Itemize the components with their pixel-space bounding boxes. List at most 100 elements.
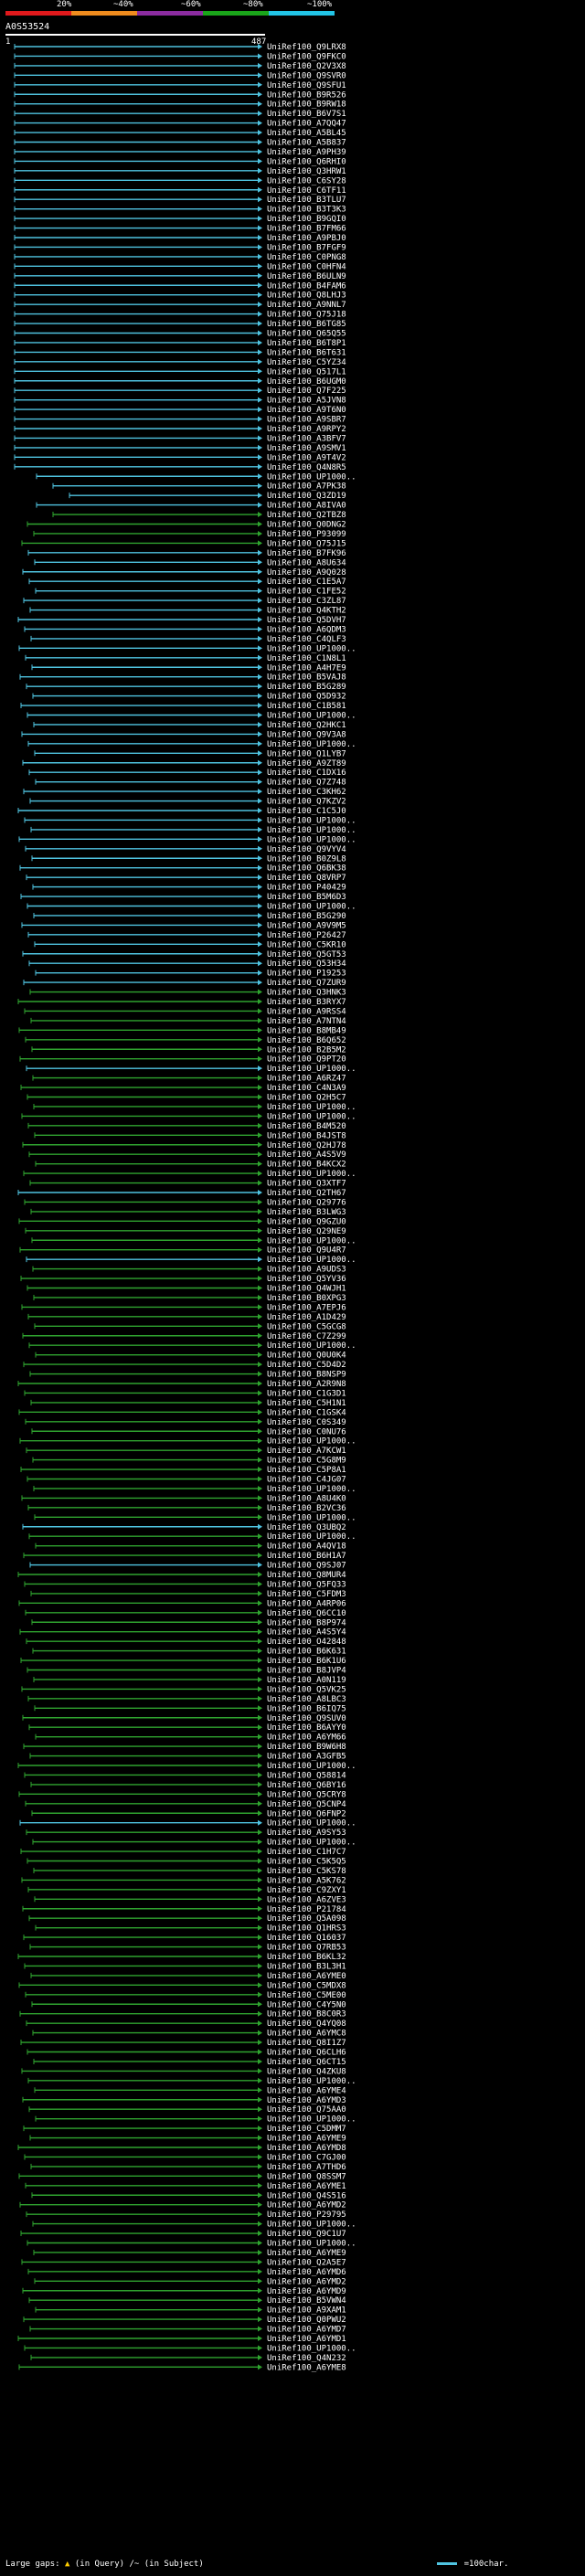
hit-label[interactable]: UniRef100_C5D4D2	[267, 1361, 346, 1370]
hit-label[interactable]: UniRef100_UP1000..	[267, 1513, 356, 1522]
hit-label[interactable]: UniRef100_Q53H34	[267, 959, 346, 969]
hit-label[interactable]: UniRef100_Q6BK38	[267, 864, 346, 874]
hit-label[interactable]: UniRef100_UP1000..	[267, 1065, 356, 1074]
hit-label[interactable]: UniRef100_Q75J15	[267, 539, 346, 548]
hit-label[interactable]: UniRef100_A6YMD3	[267, 2096, 346, 2105]
hit-label[interactable]: UniRef100_A6YME9	[267, 2135, 346, 2144]
hit-label[interactable]: UniRef100_Q9PT20	[267, 1055, 346, 1065]
hit-label[interactable]: UniRef100_UP1000..	[267, 1170, 356, 1179]
hit-label[interactable]: UniRef100_Q3ZD19	[267, 492, 346, 501]
hit-label[interactable]: UniRef100_Q6CLH6	[267, 2049, 346, 2058]
hit-label[interactable]: UniRef100_Q7F225	[267, 387, 346, 396]
hit-label[interactable]: UniRef100_C5ME00	[267, 1991, 346, 2000]
hit-label[interactable]: UniRef100_A7THD6	[267, 2163, 346, 2172]
hit-label[interactable]: UniRef100_Q65Q55	[267, 330, 346, 339]
hit-label[interactable]: UniRef100_C7Z299	[267, 1332, 346, 1341]
hit-label[interactable]: UniRef100_A7QQ47	[267, 120, 346, 129]
hit-label[interactable]: UniRef100_Q5CRY8	[267, 1790, 346, 1799]
hit-label[interactable]: UniRef100_A5BL45	[267, 129, 346, 138]
hit-label[interactable]: UniRef100_B2VC36	[267, 1504, 346, 1513]
hit-label[interactable]: UniRef100_A7KCW1	[267, 1447, 346, 1456]
hit-label[interactable]: UniRef100_Q9LRX8	[267, 43, 346, 52]
hit-label[interactable]: UniRef100_C1G3D1	[267, 1389, 346, 1398]
hit-label[interactable]: UniRef100_C5P8A1	[267, 1466, 346, 1475]
hit-label[interactable]: UniRef100_C0NU76	[267, 1427, 346, 1436]
hit-label[interactable]: UniRef100_B3RYX7	[267, 998, 346, 1007]
hit-label[interactable]: UniRef100_B5M6D3	[267, 893, 346, 902]
hit-label[interactable]: UniRef100_B5VAJ8	[267, 673, 346, 683]
hit-label[interactable]: UniRef100_B7FK96	[267, 549, 346, 558]
hit-label[interactable]: UniRef100_B6ULN9	[267, 272, 346, 281]
hit-label[interactable]: UniRef100_Q517L1	[267, 367, 346, 376]
hit-label[interactable]: UniRef100_A8U4K0	[267, 1494, 346, 1503]
hit-label[interactable]: UniRef100_Q6FNP2	[267, 1809, 346, 1818]
hit-label[interactable]: UniRef100_A9XAM1	[267, 2306, 346, 2316]
hit-label[interactable]: UniRef100_C5GCG8	[267, 1322, 346, 1331]
hit-label[interactable]: UniRef100_C7GJ00	[267, 2153, 346, 2162]
hit-label[interactable]: UniRef100_UP1000..	[267, 1762, 356, 1771]
hit-label[interactable]: UniRef100_B6H1A7	[267, 1552, 346, 1561]
hit-label[interactable]: UniRef100_P40429	[267, 884, 346, 893]
hit-label[interactable]: UniRef100_UP1000..	[267, 1437, 356, 1447]
hit-label[interactable]: UniRef100_A6YM66	[267, 1733, 346, 1743]
hit-label[interactable]: UniRef100_A9UDS3	[267, 1266, 346, 1275]
hit-label[interactable]: UniRef100_UP1000..	[267, 472, 356, 482]
hit-label[interactable]: UniRef100_A4RP06	[267, 1599, 346, 1608]
hit-label[interactable]: UniRef100_Q4S516	[267, 2191, 346, 2200]
hit-label[interactable]: UniRef100_C1DX16	[267, 769, 346, 778]
hit-label[interactable]: UniRef100_UP1000..	[267, 1819, 356, 1829]
hit-label[interactable]: UniRef100_Q9FKC0	[267, 52, 346, 61]
hit-label[interactable]: UniRef100_A6QDM3	[267, 625, 346, 634]
hit-label[interactable]: UniRef100_A9T6N0	[267, 406, 346, 415]
hit-label[interactable]: UniRef100_C5DMM7	[267, 2125, 346, 2134]
hit-label[interactable]: UniRef100_B7FM66	[267, 225, 346, 234]
hit-label[interactable]: UniRef100_C4Y5N0	[267, 2000, 346, 2009]
hit-label[interactable]: UniRef100_A6YME9	[267, 2249, 346, 2258]
hit-label[interactable]: UniRef100_UP1000..	[267, 1236, 356, 1246]
hit-label[interactable]: UniRef100_Q7RB53	[267, 1944, 346, 1953]
hit-label[interactable]: UniRef100_Q2V3X8	[267, 62, 346, 71]
hit-label[interactable]: UniRef100_A3BFV7	[267, 434, 346, 443]
hit-label[interactable]: UniRef100_A6ZVE3	[267, 1895, 346, 1904]
hit-label[interactable]: UniRef100_Q6CC10	[267, 1609, 346, 1618]
hit-label[interactable]: UniRef100_Q4YQ08	[267, 2019, 346, 2029]
hit-label[interactable]: UniRef100_Q5D932	[267, 693, 346, 702]
hit-label[interactable]: UniRef100_A9T4V2	[267, 453, 346, 462]
hit-label[interactable]: UniRef100_B8P974	[267, 1618, 346, 1627]
hit-label[interactable]: UniRef100_A9SMV1	[267, 444, 346, 453]
hit-label[interactable]: UniRef100_A2R9N8	[267, 1380, 346, 1389]
hit-label[interactable]: UniRef100_C5KR10	[267, 940, 346, 949]
hit-label[interactable]: UniRef100_Q9SVR0	[267, 71, 346, 80]
hit-label[interactable]: UniRef100_P26427	[267, 931, 346, 940]
hit-label[interactable]: UniRef100_Q4WJH1	[267, 1285, 346, 1294]
hit-label[interactable]: UniRef100_A9SBR7	[267, 416, 346, 425]
hit-label[interactable]: UniRef100_Q9U4R7	[267, 1246, 346, 1256]
hit-label[interactable]: UniRef100_A4H7E9	[267, 663, 346, 673]
hit-label[interactable]: UniRef100_Q9GZU0	[267, 1217, 346, 1226]
hit-label[interactable]: UniRef100_A9SY53	[267, 1829, 346, 1838]
hit-label[interactable]: UniRef100_Q9VYV4	[267, 845, 346, 854]
hit-label[interactable]: UniRef100_Q1LYB7	[267, 749, 346, 758]
hit-label[interactable]: UniRef100_C5YZ34	[267, 358, 346, 367]
hit-label[interactable]: UniRef100_A7NTN4	[267, 1017, 346, 1026]
hit-label[interactable]: UniRef100_C6TF11	[267, 186, 346, 196]
hit-label[interactable]: UniRef100_C5K5Q5	[267, 1858, 346, 1867]
hit-label[interactable]: UniRef100_Q4ZKU8	[267, 2067, 346, 2076]
hit-label[interactable]: UniRef100_C4QLF3	[267, 635, 346, 644]
hit-label[interactable]: UniRef100_C5G8M9	[267, 1457, 346, 1466]
hit-label[interactable]: UniRef100_Q2A5E7	[267, 2258, 346, 2267]
hit-label[interactable]: UniRef100_O42848	[267, 1638, 346, 1647]
hit-label[interactable]: UniRef100_C1GSK4	[267, 1408, 346, 1417]
hit-label[interactable]: UniRef100_C5H1N1	[267, 1399, 346, 1408]
hit-label[interactable]: UniRef100_B6K1U6	[267, 1657, 346, 1666]
hit-label[interactable]: UniRef100_B2B5M2	[267, 1045, 346, 1055]
hit-label[interactable]: UniRef100_B6V7S1	[267, 110, 346, 119]
hit-label[interactable]: UniRef100_C1H7C7	[267, 1848, 346, 1857]
hit-label[interactable]: UniRef100_C0PNG8	[267, 253, 346, 262]
hit-label[interactable]: UniRef100_Q9SJ07	[267, 1562, 346, 1571]
hit-label[interactable]: UniRef100_C1FE52	[267, 588, 346, 597]
hit-label[interactable]: UniRef100_Q6BY16	[267, 1781, 346, 1790]
hit-label[interactable]: UniRef100_A8IVA0	[267, 502, 346, 511]
hit-label[interactable]: UniRef100_B6IQ75	[267, 1704, 346, 1713]
hit-label[interactable]: UniRef100_Q2TBZ8	[267, 511, 346, 520]
